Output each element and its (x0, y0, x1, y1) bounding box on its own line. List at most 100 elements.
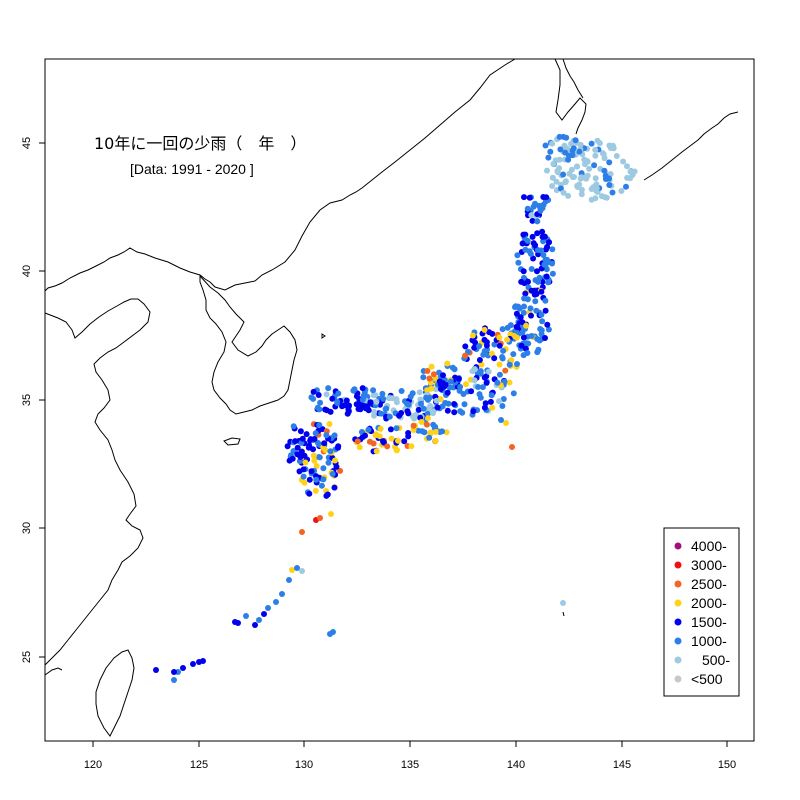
station-point (428, 385, 435, 392)
station-point (316, 421, 323, 428)
station-point (498, 417, 504, 423)
station-point (328, 511, 334, 517)
station-point (325, 459, 332, 466)
x-axis: 120 125 130 135 140 145 150 (84, 741, 736, 771)
station-point (463, 381, 469, 388)
station-point (410, 427, 417, 433)
station-point (300, 473, 307, 480)
x-tick-label: 150 (718, 759, 736, 771)
station-point (312, 487, 319, 494)
station-point (499, 326, 506, 333)
station-point (508, 357, 515, 364)
station-point (180, 665, 186, 671)
station-point (383, 405, 390, 412)
station-point (456, 387, 463, 394)
station-point (323, 432, 330, 439)
station-point (444, 407, 451, 414)
station-point (299, 529, 305, 535)
station-point (393, 425, 400, 432)
station-point (310, 388, 317, 395)
station-point (401, 438, 408, 445)
station-point (394, 447, 400, 454)
station-point (334, 398, 341, 405)
station-point (528, 266, 535, 272)
station-point (514, 361, 520, 367)
station-point (592, 146, 599, 153)
station-point (574, 182, 581, 189)
station-point (513, 334, 520, 341)
station-point (504, 336, 511, 343)
station-point (481, 326, 488, 333)
station-point (311, 457, 318, 464)
station-point (327, 448, 334, 455)
station-point (540, 252, 547, 258)
station-point (496, 398, 502, 405)
station-point (327, 408, 334, 415)
legend-label: 4000- (691, 538, 727, 554)
station-point (289, 567, 295, 573)
station-point (469, 368, 476, 375)
station-point (315, 392, 322, 398)
station-point (517, 314, 524, 321)
station-point (483, 379, 490, 386)
station-point (477, 394, 484, 401)
station-point (437, 386, 444, 392)
station-point (496, 371, 503, 378)
station-point (365, 426, 372, 433)
station-point (279, 591, 285, 597)
legend-swatch (674, 675, 682, 683)
station-point (339, 403, 346, 410)
station-point (534, 230, 541, 237)
station-point (297, 428, 304, 435)
station-point (618, 188, 625, 194)
station-point (469, 332, 476, 339)
station-point (525, 340, 532, 347)
station-point (556, 133, 563, 140)
station-point (444, 360, 451, 367)
station-point (528, 312, 534, 319)
station-point (395, 437, 401, 444)
station-point (243, 613, 249, 619)
station-point (329, 395, 336, 402)
station-point (310, 452, 317, 459)
station-point (459, 409, 466, 416)
station-point (284, 443, 291, 450)
station-point (297, 454, 304, 460)
station-point (434, 404, 441, 411)
x-tick-label: 140 (507, 759, 525, 771)
station-point (432, 438, 439, 444)
station-point (521, 295, 528, 302)
station-point (451, 409, 458, 416)
station-point (549, 140, 556, 147)
station-point (320, 465, 327, 472)
station-point (541, 233, 548, 240)
station-point (582, 161, 588, 168)
x-tick-label: 135 (401, 759, 419, 771)
station-point (519, 319, 526, 326)
station-point (532, 298, 539, 305)
station-point (544, 243, 551, 250)
station-point (398, 388, 405, 394)
station-point (500, 396, 507, 402)
station-point (300, 466, 307, 473)
legend-label: 1000- (691, 633, 727, 649)
station-point (549, 246, 556, 253)
station-point (522, 290, 529, 297)
station-point (153, 667, 159, 673)
station-point (572, 137, 579, 144)
station-point (335, 444, 341, 451)
station-point (316, 454, 322, 460)
legend-label: 2500- (691, 576, 727, 592)
station-point (578, 191, 585, 198)
station-point (534, 268, 540, 275)
station-point (520, 309, 527, 316)
x-tick-label: 125 (190, 759, 208, 771)
station-point (486, 329, 493, 336)
station-point (586, 165, 593, 172)
station-point (379, 390, 386, 397)
station-point (496, 361, 503, 368)
station-point (496, 342, 503, 349)
station-point (528, 212, 535, 219)
legend-label: 1500- (691, 614, 727, 630)
station-point (303, 431, 310, 438)
